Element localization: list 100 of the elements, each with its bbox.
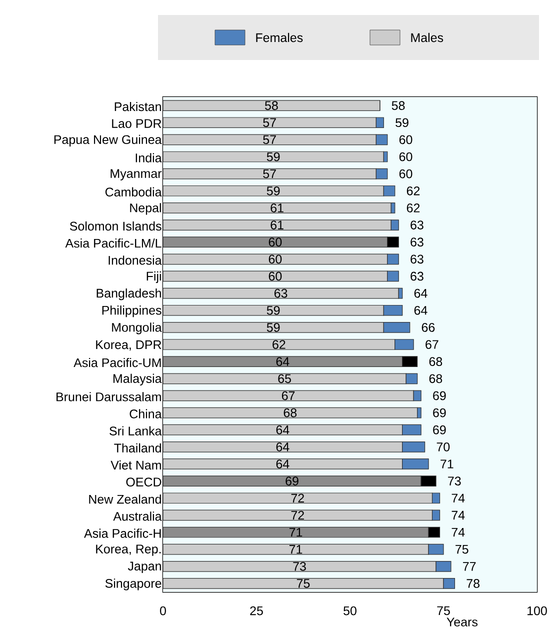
data-label: 64 xyxy=(276,357,290,366)
y-tick-label: Viet Nam xyxy=(110,460,162,470)
data-label: 64 xyxy=(276,442,290,452)
legend-label: Males xyxy=(411,32,444,42)
bar xyxy=(162,151,384,162)
data-label: 71 xyxy=(290,545,302,554)
y-tick-label: Korea, DPR xyxy=(96,340,162,351)
y-tick-label: China xyxy=(130,409,162,418)
bar xyxy=(162,202,392,214)
y-tick-label: Japan xyxy=(128,562,162,573)
y-tick-label: Australia xyxy=(113,512,162,521)
x-tick-label: 100 xyxy=(528,606,548,616)
bar xyxy=(162,100,380,111)
y-tick-label: OECD xyxy=(126,478,162,486)
y-tick-label: Thailand xyxy=(114,443,162,453)
total-label: 63 xyxy=(410,220,424,230)
total-label: 60 xyxy=(400,169,412,178)
total-label: 62 xyxy=(407,204,420,212)
y-tick-label: Asia Pacific-UM xyxy=(74,358,161,368)
total-label: 58 xyxy=(392,101,405,110)
total-label: 66 xyxy=(422,323,435,332)
y-tick-label: Solomon Islands xyxy=(70,221,162,231)
data-label: 71 xyxy=(290,528,302,537)
data-label: 73 xyxy=(293,562,306,571)
y-tick-label: Lao PDR xyxy=(112,119,162,128)
total-label: 74 xyxy=(452,528,465,537)
total-label: 59 xyxy=(396,118,409,128)
x-tick-label: 75 xyxy=(437,606,450,616)
data-label: 58 xyxy=(265,101,278,110)
x-axis-title: Years xyxy=(446,618,478,626)
y-tick-label: Cambodia xyxy=(106,187,162,196)
y-tick-label: Indonesia xyxy=(108,256,162,265)
y-tick-label: Korea, Rep. xyxy=(96,544,161,556)
data-label: 59 xyxy=(267,186,280,196)
data-label: 61 xyxy=(270,220,284,230)
y-tick-label: Brunei Darussalam xyxy=(56,392,162,402)
total-label: 74 xyxy=(452,494,465,502)
data-label: 75 xyxy=(297,579,310,588)
total-label: 63 xyxy=(410,254,424,264)
data-label: 72 xyxy=(292,510,304,520)
legend-label: Females xyxy=(256,32,303,42)
data-label: 61 xyxy=(270,204,284,212)
y-tick-label: Pakistan xyxy=(115,102,162,112)
x-tick-label: 0 xyxy=(160,606,166,616)
total-label: 68 xyxy=(430,357,442,366)
total-label: 70 xyxy=(437,442,450,452)
total-label: 75 xyxy=(456,544,468,554)
x-tick-label: 25 xyxy=(250,606,264,616)
y-tick-label: Asia Pacific-H xyxy=(84,528,161,538)
y-tick-label: Sri Lanka xyxy=(110,426,162,436)
total-label: 64 xyxy=(414,288,428,298)
data-label: 57 xyxy=(263,118,276,127)
y-tick-label: Myanmar xyxy=(110,169,162,180)
data-label: 60 xyxy=(269,238,282,247)
x-tick-label: 50 xyxy=(344,606,357,616)
y-tick-label: Mongolia xyxy=(112,322,162,334)
total-label: 60 xyxy=(400,135,412,144)
data-label: 59 xyxy=(267,323,280,332)
data-label: 69 xyxy=(286,476,299,486)
data-label: 60 xyxy=(269,272,282,281)
data-label: 67 xyxy=(282,391,295,400)
data-label: 59 xyxy=(267,152,280,162)
bar xyxy=(162,288,400,299)
total-label: 64 xyxy=(414,306,428,315)
data-label: 63 xyxy=(274,288,288,298)
bar xyxy=(162,407,418,418)
data-label: 59 xyxy=(267,306,280,315)
total-label: 69 xyxy=(433,391,446,400)
data-label: 65 xyxy=(278,374,292,384)
total-label: 67 xyxy=(426,340,438,349)
data-label: 72 xyxy=(292,494,304,502)
total-label: 71 xyxy=(440,460,454,468)
total-label: 69 xyxy=(433,425,446,434)
y-tick-label: Nepal xyxy=(130,203,162,215)
total-label: 74 xyxy=(452,510,465,520)
y-tick-label: Fiji xyxy=(147,271,162,284)
total-label: 60 xyxy=(400,152,412,162)
data-label: 64 xyxy=(276,460,290,468)
y-tick-label: Papua New Guinea xyxy=(54,134,162,146)
y-tick-label: Philippines xyxy=(102,306,162,318)
total-label: 69 xyxy=(433,408,446,418)
total-label: 73 xyxy=(448,476,461,486)
total-label: 62 xyxy=(407,186,420,196)
total-label: 78 xyxy=(466,579,480,588)
total-label: 63 xyxy=(410,272,424,281)
y-tick-label: Asia Pacific-LM/L xyxy=(65,238,162,248)
total-label: 68 xyxy=(430,374,442,384)
y-tick-label: Singapore xyxy=(106,578,162,590)
data-label: 57 xyxy=(263,135,276,144)
y-tick-label: New Zealand xyxy=(89,494,162,504)
y-tick-label: Bangladesh xyxy=(96,288,162,300)
data-label: 57 xyxy=(263,169,276,178)
data-label: 64 xyxy=(276,425,290,434)
data-label: 68 xyxy=(284,408,297,418)
y-tick-label: India xyxy=(136,153,162,162)
total-label: 77 xyxy=(463,562,476,571)
y-tick-label: Malaysia xyxy=(114,374,162,386)
data-label: 60 xyxy=(269,254,282,264)
total-label: 63 xyxy=(410,238,424,247)
data-label: 62 xyxy=(272,340,286,349)
